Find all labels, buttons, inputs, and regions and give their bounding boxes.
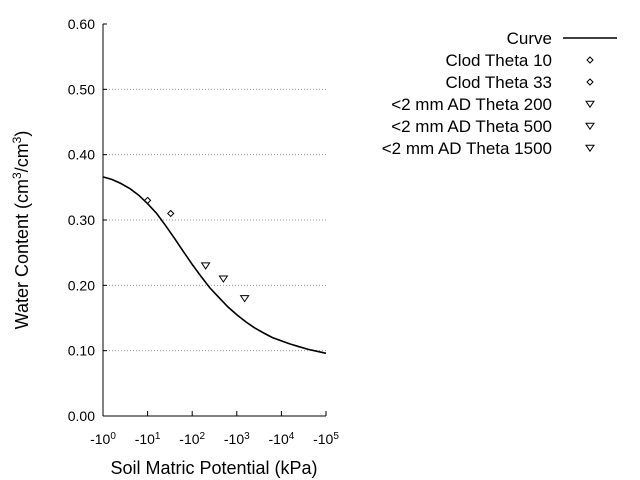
- x-tick-label: -104: [269, 431, 295, 448]
- y-tick-label: 0.30: [68, 212, 95, 228]
- x-tick-label: -103: [224, 431, 250, 448]
- legend-diamond-swatch: [586, 78, 594, 86]
- y-tick-label: 0.20: [68, 277, 95, 293]
- legend-label: <2 mm AD Theta 1500: [382, 139, 552, 158]
- x-axis-title: Soil Matric Potential (kPa): [110, 458, 317, 478]
- y-axis-title: Water Content (cm3/cm3): [10, 131, 32, 330]
- x-tick-label: -102: [179, 431, 205, 448]
- legend-label: <2 mm AD Theta 200: [391, 95, 552, 114]
- legend: Curve Clod Theta 10 Clod Theta 33 <2 mm AD …: [382, 29, 617, 158]
- legend-label: Clod Theta 10: [446, 51, 552, 70]
- x-tick-label: -105: [313, 431, 339, 448]
- legend-label: Clod Theta 33: [446, 73, 552, 92]
- y-axis-title-part: Water Content (cm: [12, 179, 32, 329]
- y-axis-title-superscript: 3: [10, 172, 24, 179]
- legend-triangle-swatch: [585, 100, 595, 109]
- grid-lines: [103, 88, 326, 352]
- y-tick-label: 0.50: [68, 81, 95, 97]
- y-tick-label: 0.60: [68, 16, 95, 32]
- x-axis-ticks: -100 -101 -102 -103 -104 -105: [90, 411, 339, 447]
- x-tick-label: -101: [135, 431, 161, 448]
- legend-diamond-swatch: [586, 56, 594, 64]
- triangle-marker: [200, 262, 211, 270]
- y-axis-ticks: 0.00 0.10 0.20 0.30 0.40 0.50 0.60: [68, 16, 107, 424]
- y-tick-label: 0.10: [68, 343, 95, 359]
- data-series: [102, 176, 327, 355]
- diamond-marker: [143, 196, 152, 205]
- y-tick-label: 0.40: [68, 147, 95, 163]
- y-axis-title-superscript: 3: [10, 136, 24, 143]
- x-tick-label: -100: [90, 431, 116, 448]
- curve-line: [102, 176, 327, 355]
- legend-triangle-swatch: [585, 144, 595, 153]
- legend-label: <2 mm AD Theta 500: [391, 117, 552, 136]
- legend-triangle-swatch: [585, 122, 595, 131]
- y-axis-title-part: /cm: [12, 143, 32, 172]
- legend-label: Curve: [507, 29, 552, 48]
- y-axis-title-part: ): [12, 131, 32, 137]
- triangle-marker: [239, 295, 250, 303]
- y-tick-label: 0.00: [68, 408, 95, 424]
- triangle-marker: [218, 275, 229, 283]
- diamond-marker: [167, 209, 175, 218]
